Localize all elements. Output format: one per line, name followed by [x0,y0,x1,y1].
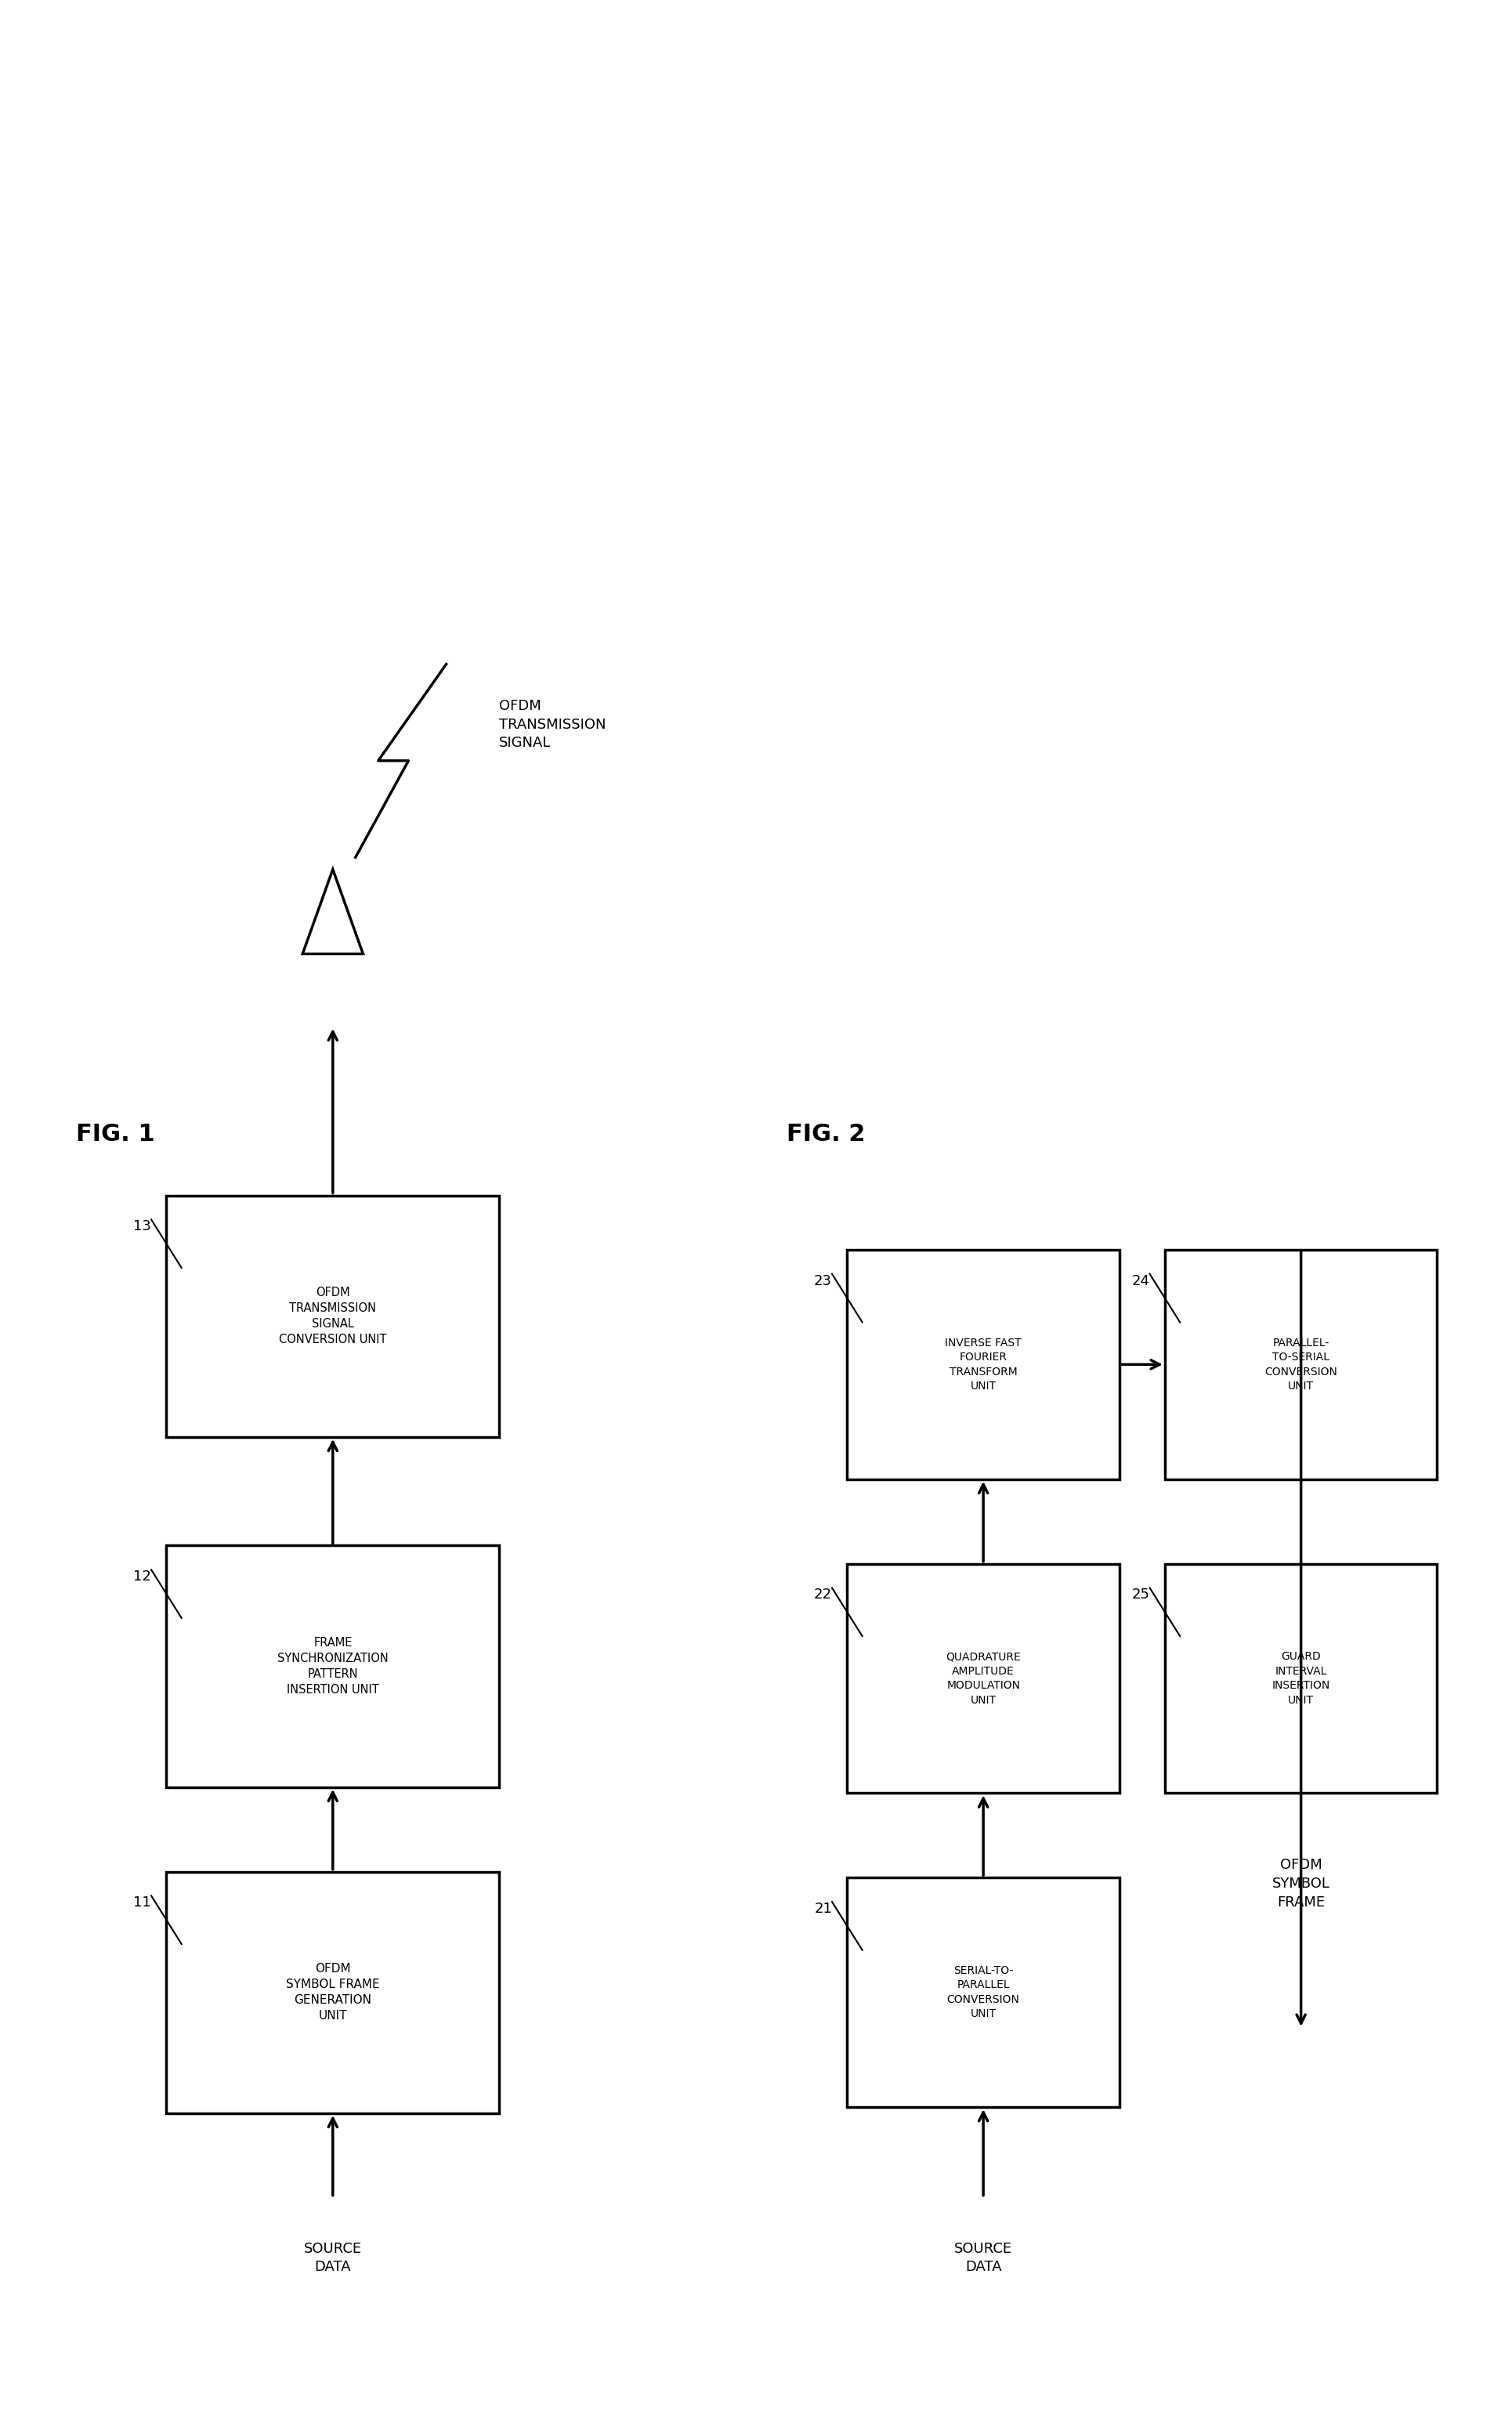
Text: OFDM
SYMBOL
FRAME: OFDM SYMBOL FRAME [1272,1857,1329,1910]
Text: 13: 13 [133,1220,151,1234]
Text: SOURCE
DATA: SOURCE DATA [954,2241,1012,2275]
Text: INVERSE FAST
FOURIER
TRANSFORM
UNIT: INVERSE FAST FOURIER TRANSFORM UNIT [945,1338,1021,1391]
FancyBboxPatch shape [1164,1251,1436,1478]
Text: 23: 23 [813,1275,832,1287]
FancyBboxPatch shape [166,1546,499,1787]
Text: PARALLEL-
TO-SERIAL
CONVERSION
UNIT: PARALLEL- TO-SERIAL CONVERSION UNIT [1264,1338,1337,1391]
Text: GUARD
INTERVAL
INSERTION
UNIT: GUARD INTERVAL INSERTION UNIT [1272,1652,1329,1705]
Text: 21: 21 [813,1903,832,1915]
Text: SOURCE
DATA: SOURCE DATA [304,2241,361,2275]
Text: 11: 11 [133,1896,151,1910]
Text: OFDM
TRANSMISSION
SIGNAL
CONVERSION UNIT: OFDM TRANSMISSION SIGNAL CONVERSION UNIT [278,1287,387,1345]
Text: OFDM
SYMBOL FRAME
GENERATION
UNIT: OFDM SYMBOL FRAME GENERATION UNIT [286,1963,380,2021]
Text: 25: 25 [1131,1589,1149,1601]
FancyBboxPatch shape [166,1195,499,1437]
Text: 12: 12 [133,1570,151,1584]
FancyBboxPatch shape [166,1872,499,2113]
Text: 22: 22 [813,1589,832,1601]
Text: QUADRATURE
AMPLITUDE
MODULATION
UNIT: QUADRATURE AMPLITUDE MODULATION UNIT [945,1652,1021,1705]
Text: FIG. 2: FIG. 2 [786,1123,865,1145]
FancyBboxPatch shape [847,1879,1119,2106]
Text: FRAME
SYNCHRONIZATION
PATTERN
INSERTION UNIT: FRAME SYNCHRONIZATION PATTERN INSERTION … [277,1637,389,1695]
FancyBboxPatch shape [847,1251,1119,1478]
Text: FIG. 1: FIG. 1 [76,1123,154,1145]
Text: 24: 24 [1131,1275,1149,1287]
Text: OFDM
TRANSMISSION
SIGNAL: OFDM TRANSMISSION SIGNAL [499,698,606,751]
Text: SERIAL-TO-
PARALLEL
CONVERSION
UNIT: SERIAL-TO- PARALLEL CONVERSION UNIT [947,1966,1019,2019]
FancyBboxPatch shape [847,1565,1119,1792]
FancyBboxPatch shape [1164,1565,1436,1792]
